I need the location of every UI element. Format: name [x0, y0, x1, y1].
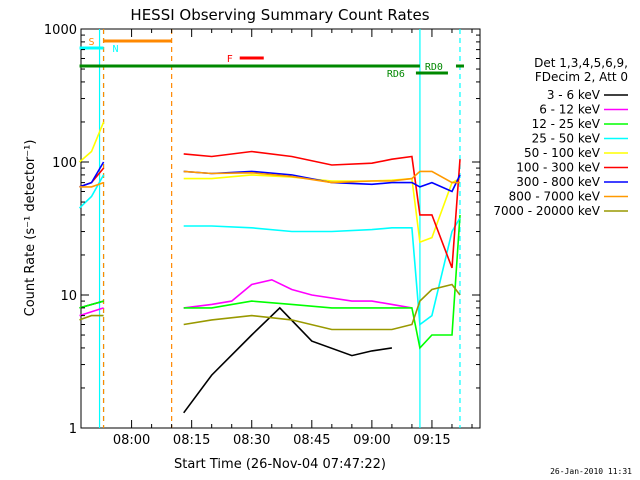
legend: Det 1,3,4,5,6,9, FDecim 2, Att 0 3 - 6 k… — [493, 56, 628, 218]
footer-date: 26-Jan-2010 11:31 — [550, 467, 632, 476]
series-line-8 — [183, 283, 461, 331]
series-line-8 — [79, 314, 104, 321]
x-axis-label: Start Time (26-Nov-04 07:47:22) — [174, 457, 386, 472]
series-line-1 — [79, 307, 104, 317]
flag-label-rd6: RD6 — [387, 69, 405, 80]
series-line-5 — [183, 150, 461, 269]
series-line-3 — [183, 217, 461, 326]
flag-label-rd0: RD0 — [425, 62, 443, 73]
series-line-6 — [183, 170, 461, 193]
flag-label-s: S — [89, 37, 95, 48]
y-axis-ticks: 1 10 100 1000 — [44, 23, 480, 437]
legend-label: 25 - 50 keV — [532, 132, 601, 146]
series-line-4 — [78, 121, 105, 163]
x-tick-label: 08:00 — [113, 433, 150, 448]
y-axis-label: Count Rate (s⁻¹ detector⁻¹) — [23, 140, 38, 317]
series-line-7 — [79, 181, 104, 188]
plot-area — [80, 28, 481, 429]
x-tick-label: 08:30 — [233, 433, 270, 448]
vertical-markers — [98, 29, 461, 428]
x-tick-label: 08:45 — [293, 433, 330, 448]
series-line-7 — [183, 170, 460, 184]
legend-header-line-2: FDecim 2, Att 0 — [535, 70, 628, 84]
series-line-0 — [183, 306, 393, 414]
legend-label: 6 - 12 keV — [539, 103, 601, 117]
legend-label: 12 - 25 keV — [532, 117, 601, 131]
y-tick-label: 10 — [60, 289, 77, 304]
legend-label: 300 - 800 keV — [516, 175, 600, 189]
x-tick-label: 09:15 — [413, 433, 450, 448]
legend-label: 100 - 300 keV — [516, 161, 600, 175]
chart-title: HESSI Observing Summary Count Rates — [130, 6, 429, 24]
legend-header-line-1: Det 1,3,4,5,6,9, — [534, 56, 628, 70]
x-axis-ticks: 08:00 08:15 08:30 08:45 09:00 09:15 — [113, 29, 473, 448]
series-line-2 — [183, 214, 461, 350]
y-tick-label: 1 — [69, 422, 77, 437]
y-tick-label: 100 — [52, 156, 77, 171]
flag-label-n: N — [113, 44, 119, 55]
series-lines — [78, 121, 461, 414]
legend-label: 3 - 6 keV — [547, 88, 601, 102]
series-line-3 — [78, 174, 105, 209]
series-line-1 — [183, 278, 413, 309]
legend-label: 7000 - 20000 keV — [493, 204, 600, 218]
legend-label: 800 - 7000 keV — [509, 190, 601, 204]
legend-label: 50 - 100 keV — [524, 146, 601, 160]
y-tick-label: 1000 — [44, 23, 77, 38]
series-line-6 — [79, 161, 105, 188]
x-tick-label: 08:15 — [173, 433, 210, 448]
flag-label-f: F — [227, 54, 233, 65]
series-line-2 — [79, 300, 104, 309]
x-tick-label: 09:00 — [353, 433, 390, 448]
flag-bars: S N F RD0 RD6 — [79, 37, 464, 80]
